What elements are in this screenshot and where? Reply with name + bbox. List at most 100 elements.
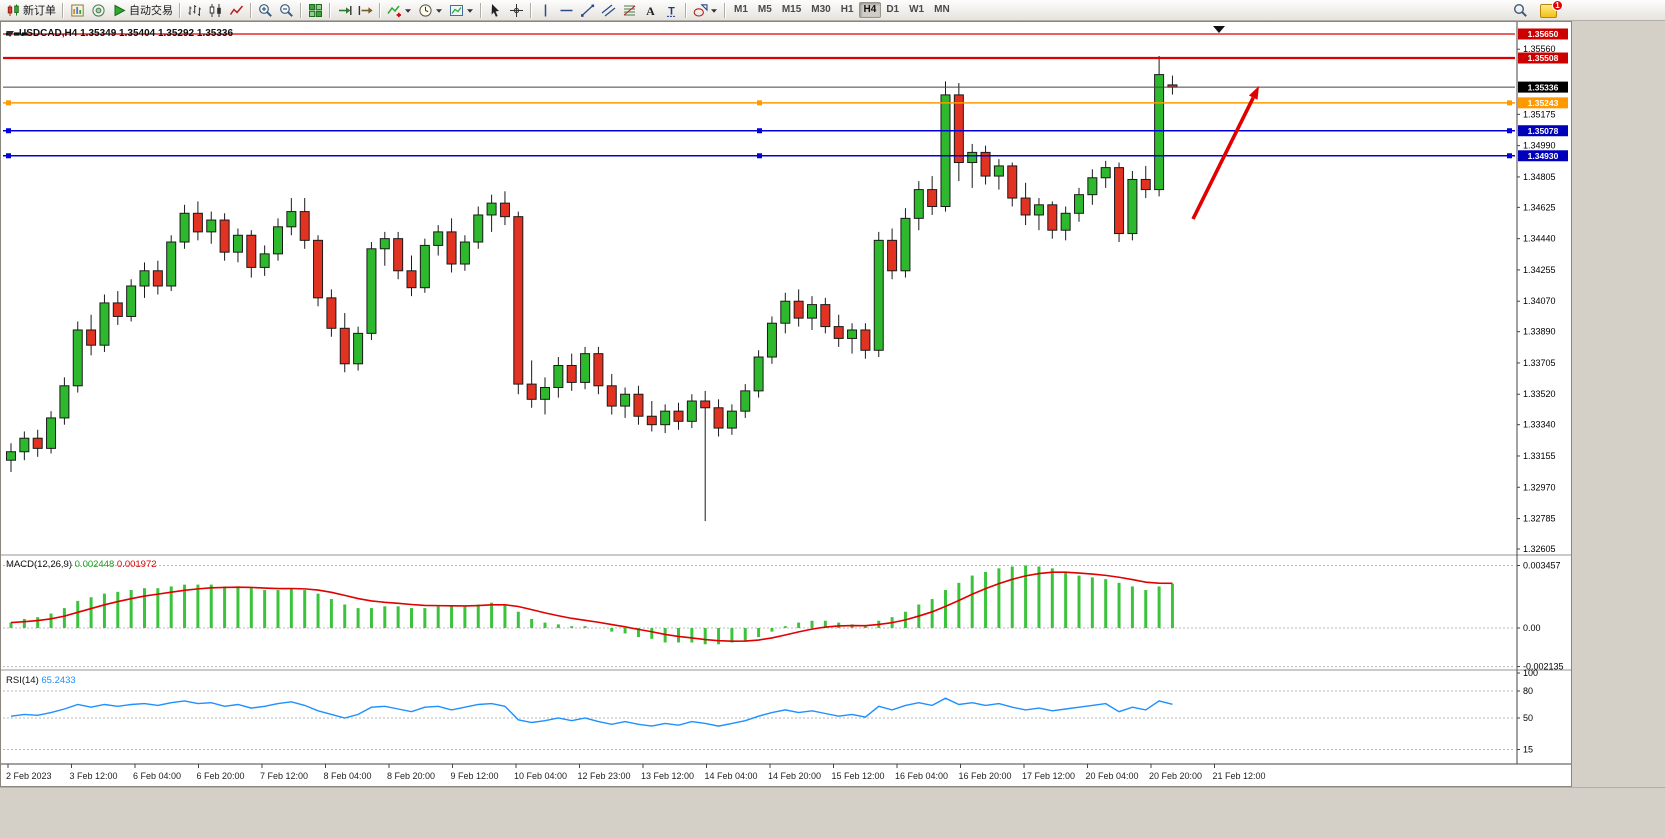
candle: [473, 214, 484, 243]
text-button[interactable]: A: [640, 1, 661, 19]
workspace-background: [1572, 21, 1665, 787]
autotrading-button[interactable]: 自动交易: [109, 1, 176, 19]
time-tick-label: 7 Feb 12:00: [260, 771, 308, 781]
time-tick-label: 6 Feb 04:00: [133, 771, 181, 781]
price-tick-label: 1.34255: [1523, 265, 1556, 275]
tile-windows-button[interactable]: [305, 1, 326, 19]
candle: [273, 226, 283, 255]
trendline-icon: [580, 3, 595, 18]
window-bottom-strip: [0, 787, 1665, 838]
fibonacci-button[interactable]: [619, 1, 640, 19]
chevron-down-icon: [404, 3, 412, 18]
crosshair-button[interactable]: [506, 1, 527, 19]
time-tick-label: 2 Feb 2023: [6, 771, 52, 781]
timeframe-m30[interactable]: M30: [806, 2, 835, 18]
price-tick-label: 1.32785: [1523, 514, 1556, 524]
candle: [126, 285, 137, 317]
candle: [326, 297, 337, 329]
candle: [887, 239, 898, 272]
candle: [1074, 194, 1084, 214]
candle: [192, 212, 203, 233]
annotations-layer[interactable]: [1191, 26, 1259, 220]
time-tick-label: 6 Feb 20:00: [197, 771, 245, 781]
hlines-layer[interactable]: [3, 32, 1515, 159]
candle: [1007, 165, 1018, 199]
profile-button[interactable]: [88, 1, 109, 19]
candle: [873, 239, 884, 351]
autotrading-button-label: 自动交易: [129, 5, 173, 17]
notifications-button[interactable]: 1: [1540, 0, 1563, 18]
autoscroll-icon: [337, 3, 352, 18]
timeframe-m15[interactable]: M15: [777, 2, 806, 18]
price-chart[interactable]: 1.35560 1.35175 1.34990 1.34805 1.34625 1.344…: [1, 22, 1571, 786]
candle: [927, 189, 938, 208]
candle: [1154, 74, 1165, 191]
candle: [366, 248, 377, 334]
clock-icon: [418, 3, 433, 18]
timeframe-h1[interactable]: H1: [836, 2, 859, 18]
price-tag-label: 1.35243: [1528, 98, 1559, 108]
toolbar-separator: [530, 2, 532, 18]
macd-label: MACD(12,26,9) 0.002448 0.001972: [6, 559, 157, 570]
timeframe-d1[interactable]: D1: [881, 2, 904, 18]
candle: [833, 326, 844, 339]
candle: [860, 329, 871, 351]
cursor-icon: [488, 3, 503, 18]
candle: [419, 244, 430, 289]
one-click-trading-toggle[interactable]: [6, 30, 14, 37]
timeframe-m5[interactable]: M5: [753, 2, 777, 18]
timeframe-w1[interactable]: W1: [904, 2, 929, 18]
candle: [967, 151, 978, 164]
timeframe-m1[interactable]: M1: [729, 2, 753, 18]
timeframe-mn[interactable]: MN: [929, 2, 955, 18]
candle: [219, 219, 230, 253]
price-tag: [1518, 97, 1568, 109]
indicators-button[interactable]: [384, 1, 415, 19]
vertical-line-button[interactable]: [535, 1, 556, 19]
price-tick-label: 1.33520: [1523, 389, 1556, 399]
candle: [953, 94, 964, 164]
chart-window[interactable]: 1.35560 1.35175 1.34990 1.34805 1.34625 1.344…: [0, 21, 1572, 787]
bar-chart-button[interactable]: [184, 1, 205, 19]
auto-scroll-button[interactable]: [334, 1, 355, 19]
label-icon: T: [664, 3, 679, 18]
chart-shift-button[interactable]: [355, 1, 376, 19]
candle: [232, 234, 243, 253]
candle: [152, 270, 163, 287]
toolbar-separator: [300, 2, 302, 18]
candle: [807, 304, 817, 319]
candle: [740, 390, 751, 412]
horizontal-line-button[interactable]: [556, 1, 577, 19]
macd-panel: [3, 565, 1515, 668]
candle: [1033, 204, 1044, 216]
template-icon: [449, 3, 464, 18]
line-chart-icon: [229, 3, 244, 18]
price-tick-label: 1.33890: [1523, 327, 1556, 337]
charts-button[interactable]: [67, 1, 88, 19]
new-order-button[interactable]: 新订单: [3, 1, 59, 19]
toolbar-separator: [724, 2, 726, 18]
timeframe-h4[interactable]: H4: [858, 2, 882, 18]
templates-button[interactable]: [446, 1, 477, 19]
rsi-axis-label: 15: [1523, 745, 1533, 755]
chart-title: USDCAD,H4 1.35349 1.35404 1.35292 1.3533…: [6, 28, 233, 39]
text-label-button[interactable]: T: [661, 1, 682, 19]
time-tick-label: 9 Feb 12:00: [451, 771, 499, 781]
zoom-in-icon: [258, 3, 273, 18]
cursor-button[interactable]: [485, 1, 506, 19]
zoom-out-button[interactable]: [276, 1, 297, 19]
candle: [259, 253, 270, 268]
macd-axis-label: -0.002135: [1523, 662, 1564, 672]
candlestick-chart-button[interactable]: [205, 1, 226, 19]
periods-button[interactable]: [415, 1, 446, 19]
candle: [847, 329, 858, 339]
shapes-button[interactable]: [690, 1, 721, 19]
trendline-button[interactable]: [577, 1, 598, 19]
rsi-value: 65.2433: [41, 675, 76, 686]
search-button[interactable]: [1510, 2, 1531, 20]
candle: [459, 241, 470, 265]
new-order-button-label: 新订单: [23, 5, 56, 17]
channel-button[interactable]: [598, 1, 619, 19]
line-chart-button[interactable]: [226, 1, 247, 19]
zoom-in-button[interactable]: [255, 1, 276, 19]
